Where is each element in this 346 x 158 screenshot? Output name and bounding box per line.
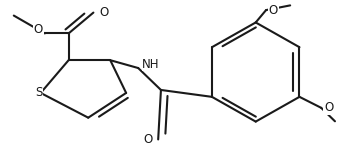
Text: O: O (100, 6, 109, 19)
Text: O: O (269, 4, 278, 17)
Text: S: S (35, 86, 43, 99)
Text: O: O (34, 23, 43, 36)
Text: O: O (324, 101, 333, 114)
Text: O: O (144, 133, 153, 146)
Text: NH: NH (142, 58, 160, 71)
